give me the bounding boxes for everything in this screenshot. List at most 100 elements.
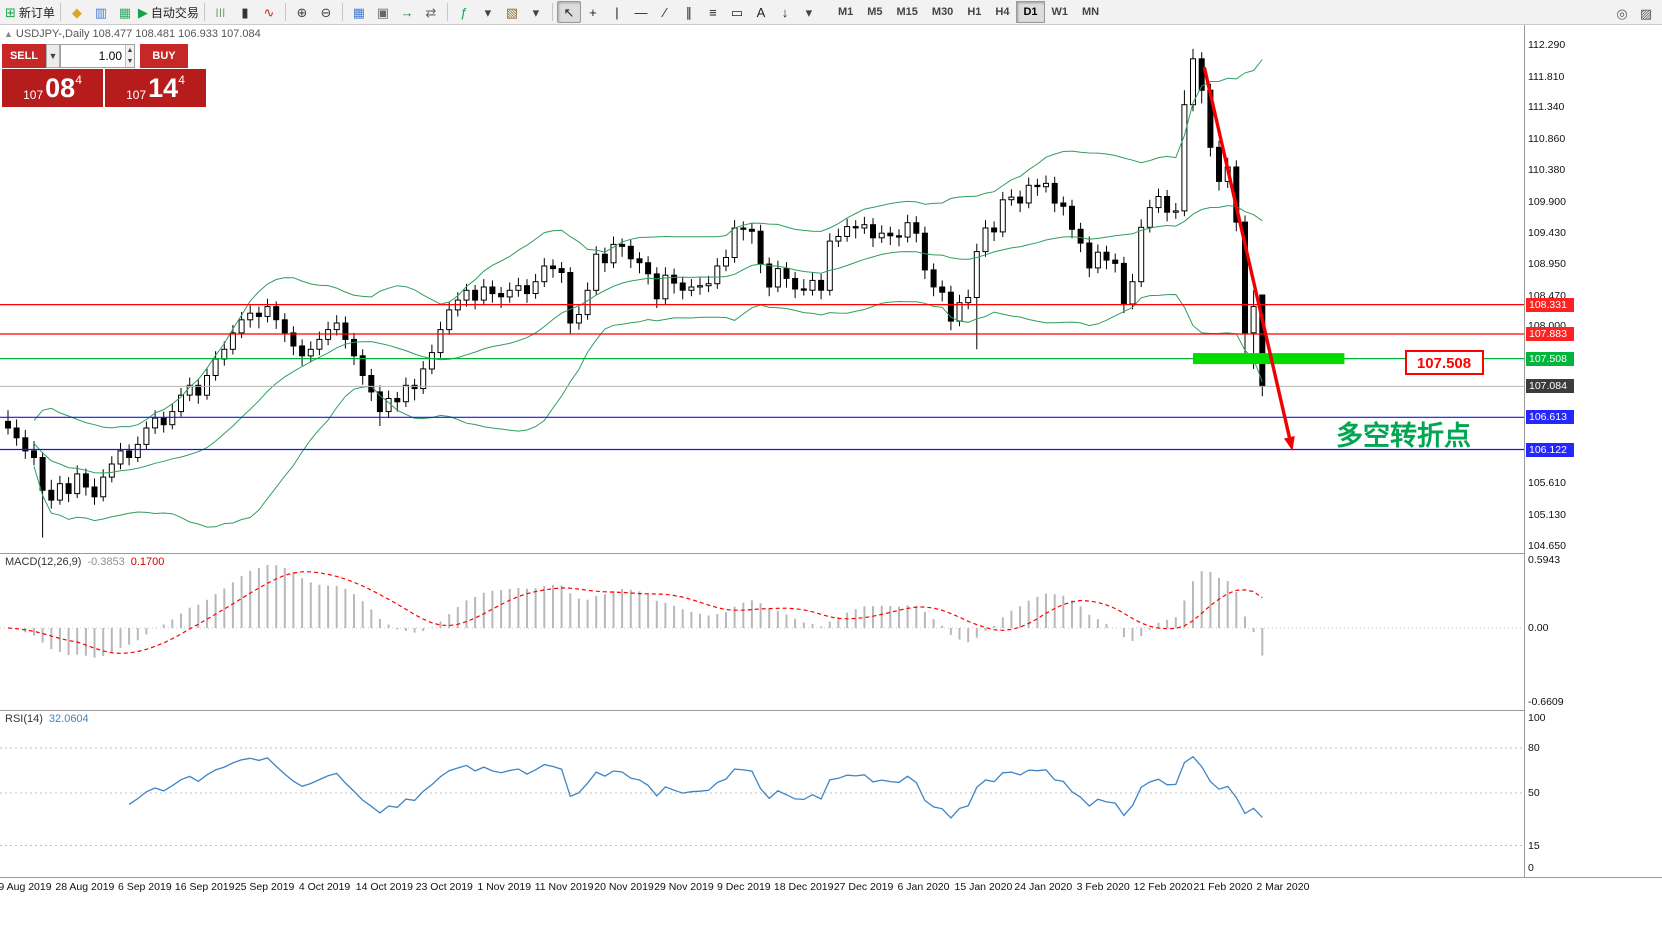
- date-label: 15 Jan 2020: [954, 881, 1013, 893]
- zoom-in-button[interactable]: ⊕: [290, 1, 314, 23]
- macd-pane[interactable]: [0, 553, 1524, 710]
- buy-button[interactable]: BUY: [140, 44, 188, 68]
- price-axis-border: [1524, 25, 1525, 877]
- auto-scroll-button[interactable]: →: [395, 1, 419, 23]
- trendline-button[interactable]: ∕: [653, 1, 677, 23]
- price-axis-badge: 108.331: [1526, 297, 1574, 312]
- cascade-windows-button[interactable]: ▣: [371, 1, 395, 23]
- price-axis-tick: 105.610: [1528, 477, 1566, 489]
- notes-button[interactable]: ▨: [1634, 2, 1658, 24]
- autotrading-button[interactable]: ▶ 自动交易: [137, 1, 200, 23]
- indicators-icon: ƒ: [460, 4, 468, 20]
- pane-resize-handle[interactable]: [0, 877, 1662, 878]
- toolbar-group-files: ◆ ▥ ▦: [65, 1, 137, 23]
- chart-shift-button[interactable]: ⇄: [419, 1, 443, 23]
- date-label: 14 Oct 2019: [355, 881, 413, 893]
- order-type-dropdown[interactable]: ▼: [46, 44, 60, 68]
- toolbar-group-indicators: ƒ ▾ ▧ ▾: [452, 1, 548, 23]
- price-axis-badge: 107.508: [1526, 351, 1574, 366]
- sell-price-big: 08: [45, 72, 76, 103]
- search-button[interactable]: ◎: [1610, 2, 1634, 24]
- notes-icon: ▨: [1639, 5, 1653, 21]
- indicators-dropdown-button[interactable]: ▾: [476, 1, 500, 23]
- fibonacci-button[interactable]: ≡: [701, 1, 725, 23]
- price-axis-tick: 110.380: [1528, 164, 1566, 177]
- price-axis-tick: 108.950: [1528, 258, 1566, 270]
- timeframe-button-H1[interactable]: H1: [967, 6, 982, 18]
- price-axis-tick: 111.340: [1528, 101, 1565, 114]
- date-label: 6 Jan 2020: [897, 881, 950, 893]
- sell-price-prefix: 107: [23, 88, 44, 102]
- price-axis-tick: 109.900: [1528, 195, 1566, 208]
- timeframe-button-M5[interactable]: M5: [867, 6, 883, 18]
- sell-button[interactable]: SELL: [2, 44, 46, 68]
- timeframe-button-M30[interactable]: M30: [931, 6, 954, 18]
- rsi-axis-label: 0: [1528, 862, 1534, 874]
- macd-name: MACD(12,26,9): [5, 556, 82, 568]
- profile-button[interactable]: ◆: [65, 1, 89, 23]
- buy-price-big: 14: [148, 72, 179, 103]
- data-window-button[interactable]: ▦: [113, 1, 137, 23]
- timeframe-button-M15[interactable]: M15: [896, 6, 918, 18]
- templates-dropdown-button[interactable]: ▾: [524, 1, 548, 23]
- channel-icon: ∥: [685, 4, 693, 20]
- pane-resize-handle[interactable]: [0, 710, 1662, 711]
- templates-button[interactable]: ▧: [500, 1, 524, 23]
- new-order-button[interactable]: ⊞ 新订单: [4, 1, 56, 23]
- date-label: 29 Nov 2019: [654, 881, 714, 893]
- sell-price-button[interactable]: 107 08 4: [2, 69, 103, 107]
- vertical-line-button[interactable]: |: [605, 1, 629, 23]
- candlestick-button[interactable]: ▮: [233, 1, 257, 23]
- volume-input[interactable]: [61, 45, 125, 67]
- pane-resize-handle[interactable]: [0, 553, 1662, 554]
- chart-window: ▲ USDJPY-,Daily 108.477 108.481 106.933 1…: [0, 25, 1662, 950]
- timeframe-button-M1[interactable]: M1: [837, 6, 854, 18]
- market-watch-button[interactable]: ▥: [89, 1, 113, 23]
- buy-price-prefix: 107: [126, 88, 147, 102]
- profile-icon: ◆: [71, 4, 82, 20]
- cursor-button[interactable]: ↖: [556, 1, 581, 23]
- text-button[interactable]: A: [749, 1, 773, 23]
- shapes-button[interactable]: ▭: [725, 1, 749, 23]
- bar-chart-button[interactable]: |||: [209, 1, 233, 23]
- rsi-pane[interactable]: [0, 710, 1524, 877]
- candlestick-chart[interactable]: 107.508 多空转折点: [0, 25, 1524, 553]
- timeframe-button-W1[interactable]: W1: [1051, 6, 1069, 18]
- macd-axis-label: 0.00: [1528, 622, 1549, 634]
- volume-decrement-button[interactable]: ▼: [126, 56, 134, 67]
- zoom-out-button[interactable]: ⊖: [314, 1, 338, 23]
- cascade-windows-icon: ▣: [376, 4, 390, 20]
- volume-increment-button[interactable]: ▲: [126, 45, 134, 56]
- price-axis[interactable]: 112.290 111.810 111.340 110.860 110.380 109.9…: [1525, 25, 1662, 877]
- crosshair-icon: +: [589, 4, 597, 20]
- candlestick-icon: ▮: [241, 4, 249, 20]
- market-watch-icon: ▥: [94, 4, 108, 20]
- horizontal-line-button[interactable]: —: [629, 1, 653, 23]
- time-axis[interactable]: 9 Aug 2019 28 Aug 2019 6 Sep 2019 16 Sep 20…: [0, 878, 1524, 898]
- timeframe-button-D1[interactable]: D1: [1016, 1, 1045, 23]
- vertical-line-icon: |: [615, 4, 619, 20]
- main-toolbar: ⊞ 新订单 ◆ ▥ ▦ ▶ 自动交易 ||| ▮ ∿ ⊕ ⊖ ▦ ▣ → ⇄ ƒ ▾ ▧ ▾ ↖ + | —…: [0, 0, 1662, 25]
- horizontal-line-icon: —: [634, 4, 648, 20]
- annotation-text: 多空转折点: [1336, 420, 1471, 451]
- arrows-button[interactable]: ↓: [773, 1, 797, 23]
- crosshair-button[interactable]: +: [581, 1, 605, 23]
- buy-price-button[interactable]: 107 14 4: [105, 69, 206, 107]
- timeframe-button-MN[interactable]: MN: [1082, 6, 1100, 18]
- rsi-axis-label: 100: [1528, 712, 1546, 724]
- date-label: 12 Feb 2020: [1133, 881, 1193, 893]
- objects-dropdown-button[interactable]: ▾: [797, 1, 821, 23]
- channel-button[interactable]: ∥: [677, 1, 701, 23]
- date-label: 4 Oct 2019: [298, 881, 351, 893]
- zoom-in-icon: ⊕: [296, 4, 308, 20]
- rsi-name: RSI(14): [5, 713, 43, 725]
- indicators-button[interactable]: ƒ: [452, 1, 476, 23]
- symbol-marker-icon: ▲: [4, 29, 13, 39]
- timeframe-button-H4[interactable]: H4: [995, 6, 1010, 18]
- tile-windows-button[interactable]: ▦: [347, 1, 371, 23]
- zoom-out-icon: ⊖: [320, 4, 332, 20]
- line-chart-button[interactable]: ∿: [257, 1, 281, 23]
- toolbar-separator: [341, 3, 343, 21]
- svg-text:107.508: 107.508: [1417, 355, 1471, 372]
